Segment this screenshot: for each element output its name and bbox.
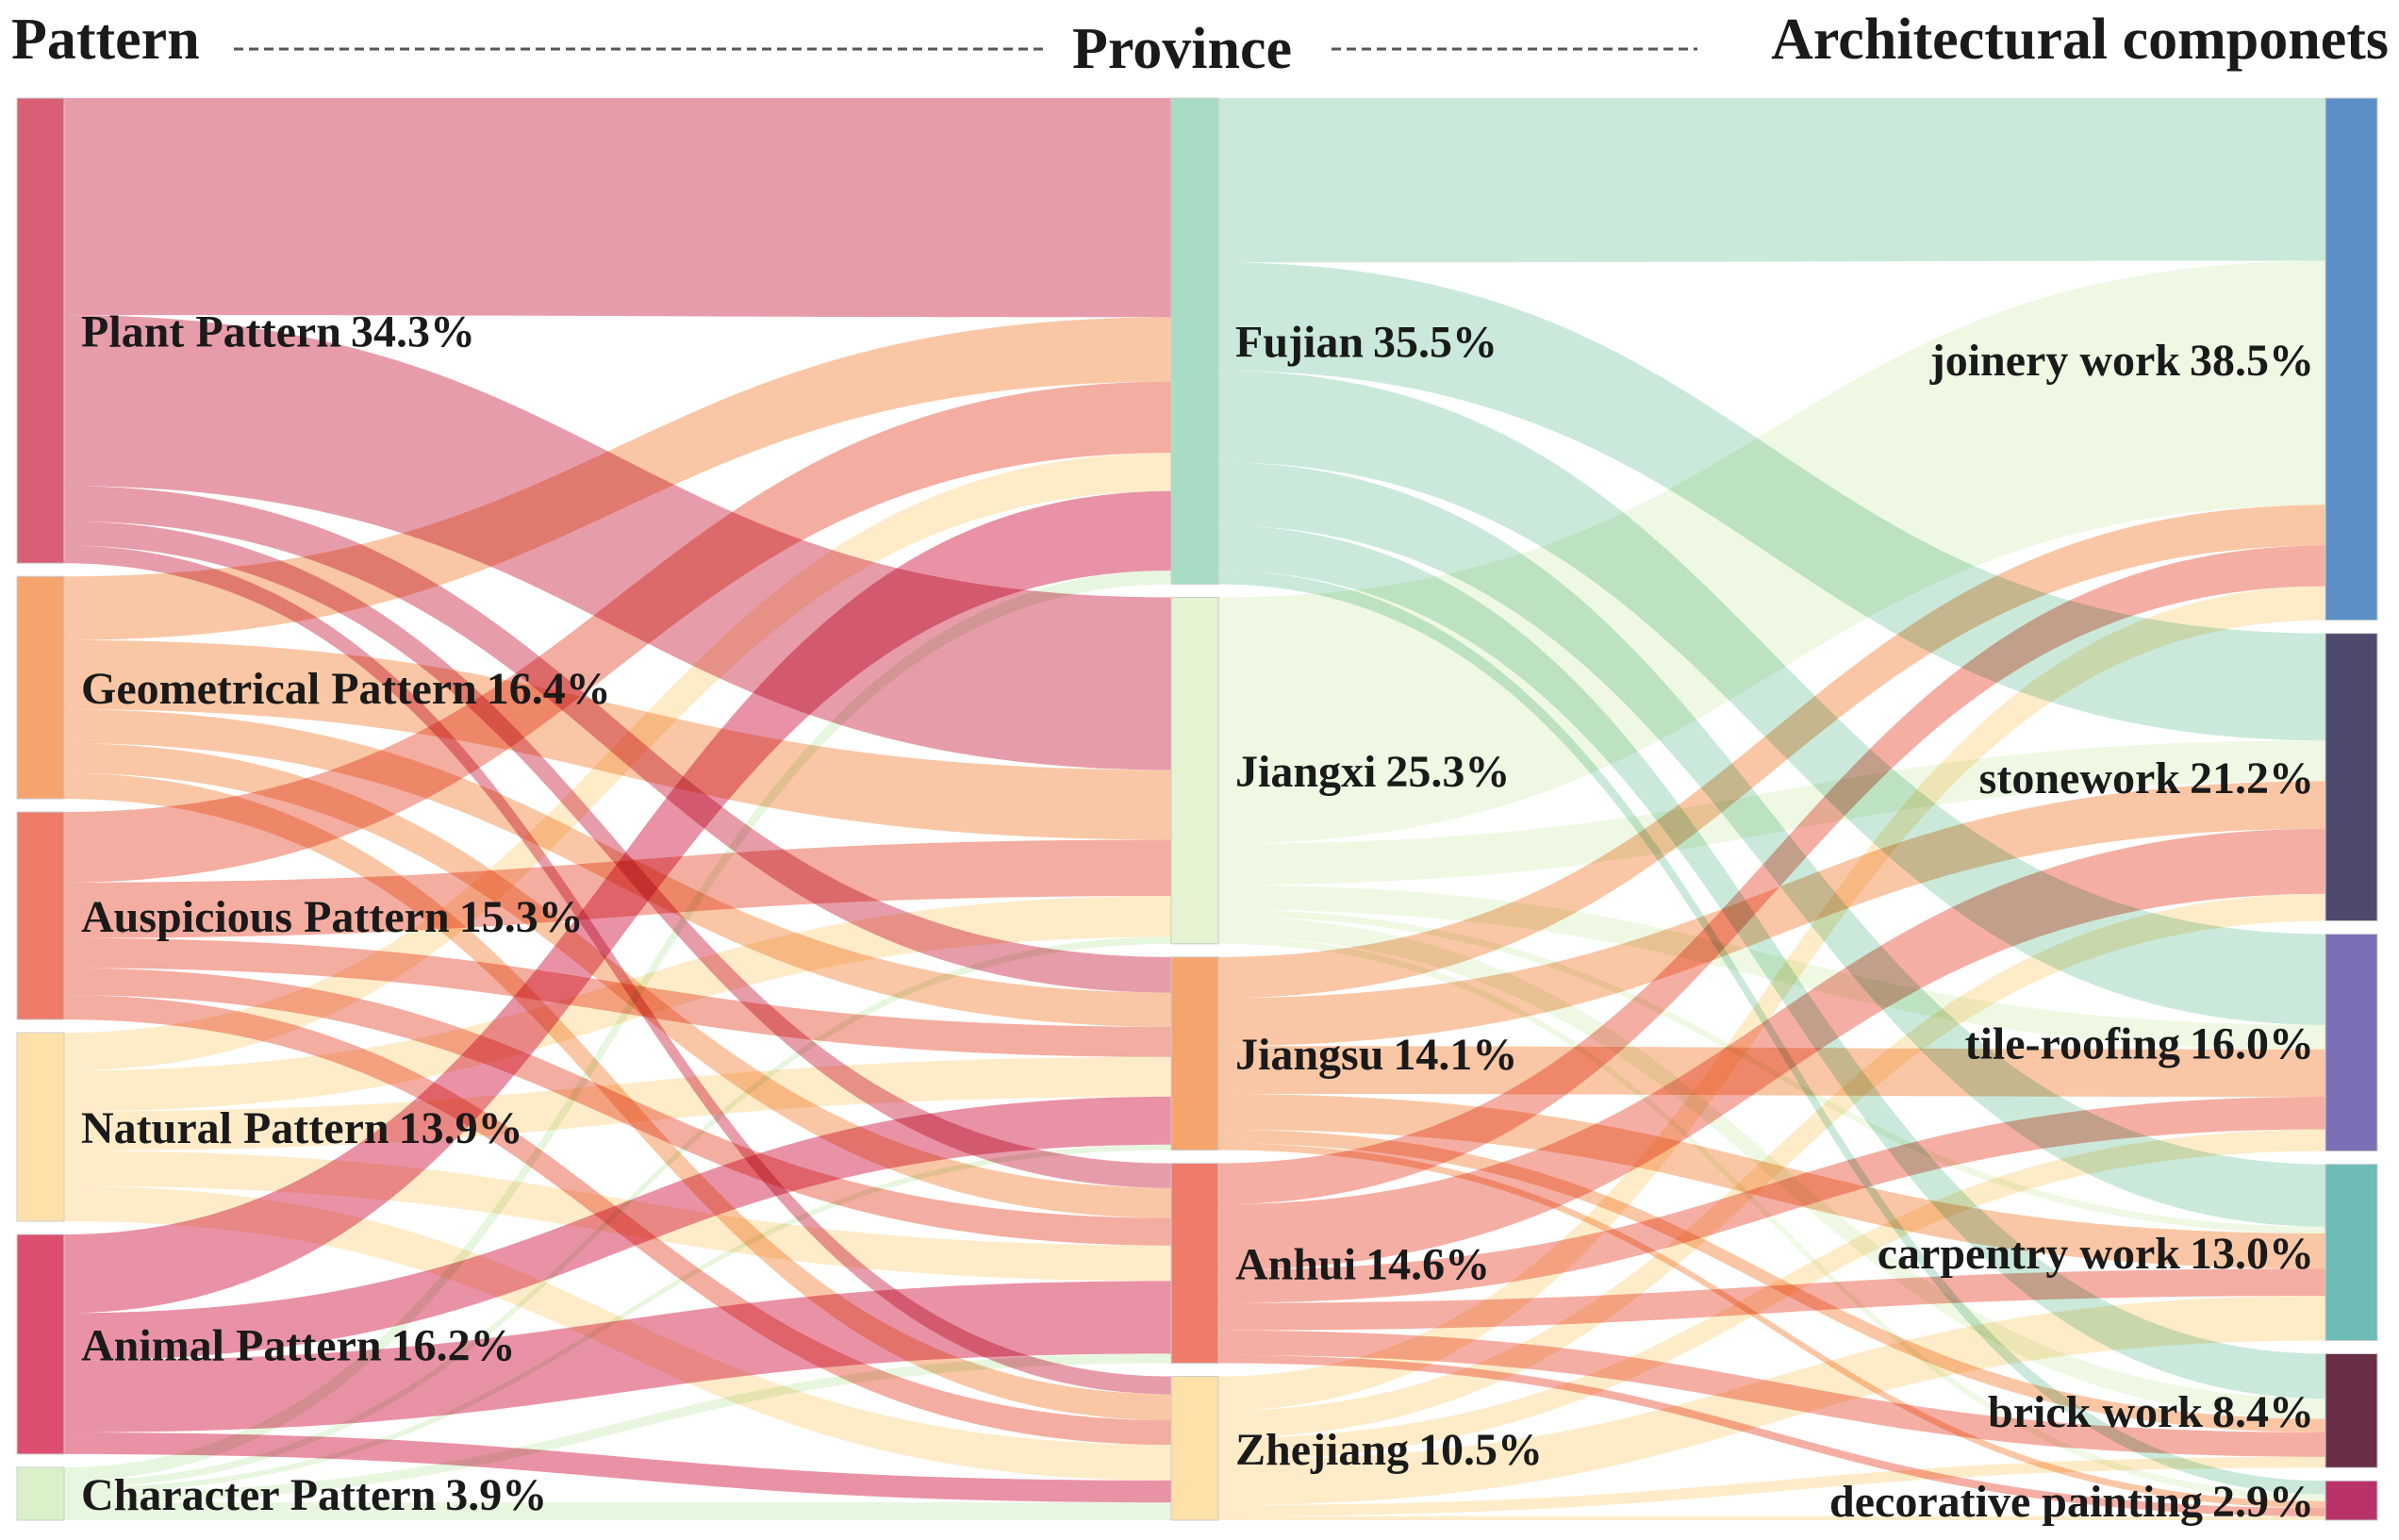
label-anhui: Anhui 14.6% — [1235, 1240, 1490, 1290]
label-decorative-painting: decorative painting 2.9% — [1829, 1477, 2314, 1527]
node-auspicious-pattern — [16, 811, 65, 1020]
link-character-pattern-to-jiangxi — [64, 936, 1171, 1488]
label-auspicious-pattern: Auspicious Pattern 15.3% — [81, 892, 584, 942]
node-stonework — [2325, 633, 2378, 921]
node-geometrical-pattern — [16, 575, 65, 800]
node-joinery-work — [2325, 97, 2378, 621]
header-architectural-components: Architectural componets — [1771, 8, 2389, 72]
node-zhejiang — [1170, 1376, 1219, 1521]
label-zhejiang: Zhejiang 10.5% — [1235, 1425, 1543, 1475]
node-brick-work — [2325, 1353, 2378, 1468]
label-character-pattern: Character Pattern 3.9% — [81, 1470, 547, 1520]
link-natural-pattern-to-jiangsu — [64, 1056, 1171, 1151]
label-geometrical-pattern: Geometrical Pattern 16.4% — [81, 664, 611, 714]
link-plant-pattern-to-fujian — [64, 98, 1171, 318]
link-character-pattern-to-fujian — [64, 570, 1171, 1482]
link-anhui-to-stonework — [1218, 828, 2325, 1270]
node-fujian — [1170, 97, 1219, 585]
link-fujian-to-tile-roofing — [1218, 370, 2325, 1025]
label-tile-roofing: tile-roofing 16.0% — [1965, 1019, 2314, 1069]
label-jiangsu: Jiangsu 14.1% — [1235, 1030, 1517, 1080]
link-zhejiang-to-stonework — [1218, 893, 2325, 1438]
pattern-province-links — [64, 98, 1171, 1520]
label-brick-work: brick work 8.4% — [1988, 1387, 2314, 1437]
link-animal-pattern-to-fujian — [64, 490, 1171, 1314]
link-jiangsu-to-stonework — [1218, 781, 2325, 1047]
node-character-pattern — [16, 1466, 65, 1521]
link-auspicious-pattern-to-fujian — [64, 381, 1171, 883]
header-pattern: Pattern — [11, 8, 200, 72]
link-natural-pattern-to-fujian — [64, 453, 1171, 1071]
link-animal-pattern-to-jiangsu — [64, 1096, 1171, 1361]
link-jiangxi-to-tile-roofing — [1218, 885, 2325, 1050]
node-natural-pattern — [16, 1032, 65, 1222]
link-zhejiang-to-carpentry-work — [1218, 1296, 2325, 1506]
link-zhejiang-to-brick-work — [1218, 1456, 2325, 1516]
link-plant-pattern-to-jiangxi — [64, 315, 1171, 770]
link-jiangxi-to-stonework — [1218, 740, 2325, 886]
node-animal-pattern — [16, 1234, 65, 1455]
node-decorative-painting — [2325, 1480, 2378, 1521]
label-stonework: stonework 21.2% — [1979, 753, 2314, 803]
header-province: Province — [1072, 17, 1292, 81]
label-carpentry-work: carpentry work 13.0% — [1878, 1229, 2314, 1279]
province-component-links — [1218, 98, 2325, 1520]
link-jiangxi-to-joinery-work — [1218, 260, 2325, 844]
link-character-pattern-to-jiangsu — [64, 1144, 1171, 1494]
label-animal-pattern: Animal Pattern 16.2% — [81, 1320, 516, 1370]
node-carpentry-work — [2325, 1164, 2378, 1342]
link-animal-pattern-to-zhejiang — [64, 1432, 1171, 1503]
node-labels: Plant Pattern 34.3% Geometrical Pattern 16.… — [81, 307, 2314, 1528]
link-geometrical-pattern-to-fujian — [64, 317, 1171, 640]
node-jiangsu — [1170, 956, 1219, 1151]
node-anhui — [1170, 1163, 1219, 1365]
link-geometrical-pattern-to-anhui — [64, 743, 1171, 1218]
link-anhui-to-joinery-work — [1218, 545, 2325, 1205]
link-zhejiang-to-joinery-work — [1218, 586, 2325, 1411]
link-anhui-to-tile-roofing — [1218, 1097, 2325, 1303]
link-fujian-to-joinery-work — [1218, 98, 2325, 263]
node-tile-roofing — [2325, 933, 2378, 1152]
link-jiangxi-to-decorative-painting — [1218, 936, 2325, 1501]
link-jiangsu-to-joinery-work — [1218, 505, 2325, 999]
label-fujian: Fujian 35.5% — [1235, 318, 1497, 368]
link-character-pattern-to-zhejiang — [64, 1502, 1171, 1520]
link-natural-pattern-to-jiangxi — [64, 895, 1171, 1112]
link-geometrical-pattern-to-jiangxi — [64, 639, 1171, 840]
link-zhejiang-to-tile-roofing — [1218, 1129, 2325, 1461]
link-character-pattern-to-anhui — [64, 1353, 1171, 1503]
label-plant-pattern: Plant Pattern 34.3% — [81, 307, 475, 357]
label-natural-pattern: Natural Pattern 13.9% — [81, 1103, 523, 1153]
link-zhejiang-to-decorative-painting — [1218, 1515, 2325, 1520]
label-joinery-work: joinery work 38.5% — [1929, 336, 2314, 386]
nodes — [16, 97, 2378, 1521]
node-plant-pattern — [16, 97, 65, 564]
link-anhui-to-decorative-painting — [1218, 1354, 2325, 1516]
link-fujian-to-carpentry-work — [1218, 462, 2325, 1227]
link-jiangsu-to-decorative-painting — [1218, 1143, 2325, 1509]
label-jiangxi: Jiangxi 25.3% — [1235, 747, 1510, 797]
link-jiangsu-to-brick-work — [1218, 1129, 2325, 1432]
node-jiangxi — [1170, 596, 1219, 945]
link-animal-pattern-to-anhui — [64, 1281, 1171, 1432]
